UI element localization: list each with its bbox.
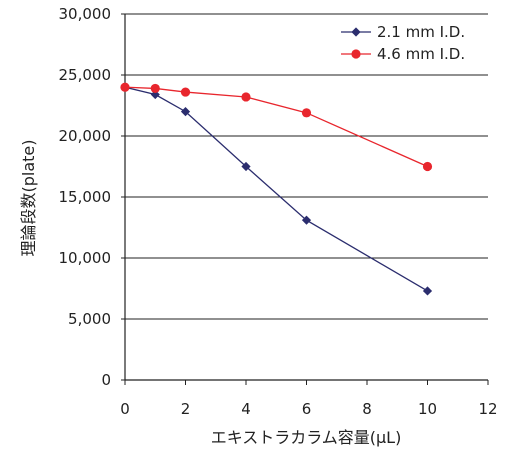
y-tick-label: 20,000 <box>59 127 112 145</box>
y-tick-label: 0 <box>101 371 111 389</box>
ticks: 0 5,000 10,000 15,000 20,000 25,000 30,000 0 2 4 6… <box>59 5 498 418</box>
x-tick-label: 2 <box>181 400 191 418</box>
data-point <box>241 92 251 102</box>
grid-lines <box>125 13 488 320</box>
y-tick-label: 25,000 <box>59 66 112 84</box>
x-tick-label: 6 <box>302 400 312 418</box>
series-group <box>120 82 433 296</box>
data-point <box>301 215 312 225</box>
data-point <box>422 286 433 296</box>
series-2 <box>120 82 433 172</box>
data-point <box>120 82 130 92</box>
x-tick-label: 10 <box>418 400 437 418</box>
data-point <box>180 107 191 117</box>
legend-label: 4.6 mm I.D. <box>377 45 465 63</box>
series-line <box>124 86 428 292</box>
data-point <box>301 108 312 118</box>
x-tick-label: 12 <box>478 400 497 418</box>
x-tick-label: 8 <box>362 400 372 418</box>
data-point <box>150 83 160 94</box>
legend-marker <box>351 49 361 59</box>
y-axis-title: 理論段数(plate) <box>19 139 38 256</box>
x-axis-title: エキストラカラム容量(μL) <box>211 428 402 447</box>
series-1 <box>120 82 433 296</box>
legend: 2.1 mm I.D. 4.6 mm I.D. <box>341 23 465 63</box>
legend-item: 2.1 mm I.D. <box>341 23 465 41</box>
y-tick-label: 15,000 <box>59 188 112 206</box>
series-line <box>124 86 428 168</box>
legend-marker <box>351 27 361 37</box>
x-tick-label: 0 <box>120 400 130 418</box>
data-point <box>241 161 251 172</box>
legend-item: 4.6 mm I.D. <box>341 45 465 63</box>
y-tick-label: 30,000 <box>59 5 112 23</box>
data-point <box>422 161 433 172</box>
legend-label: 2.1 mm I.D. <box>377 23 465 41</box>
y-tick-label: 10,000 <box>59 249 112 267</box>
y-tick-label: 5,000 <box>68 310 111 328</box>
data-point <box>180 87 191 97</box>
x-tick-label: 4 <box>241 400 251 418</box>
